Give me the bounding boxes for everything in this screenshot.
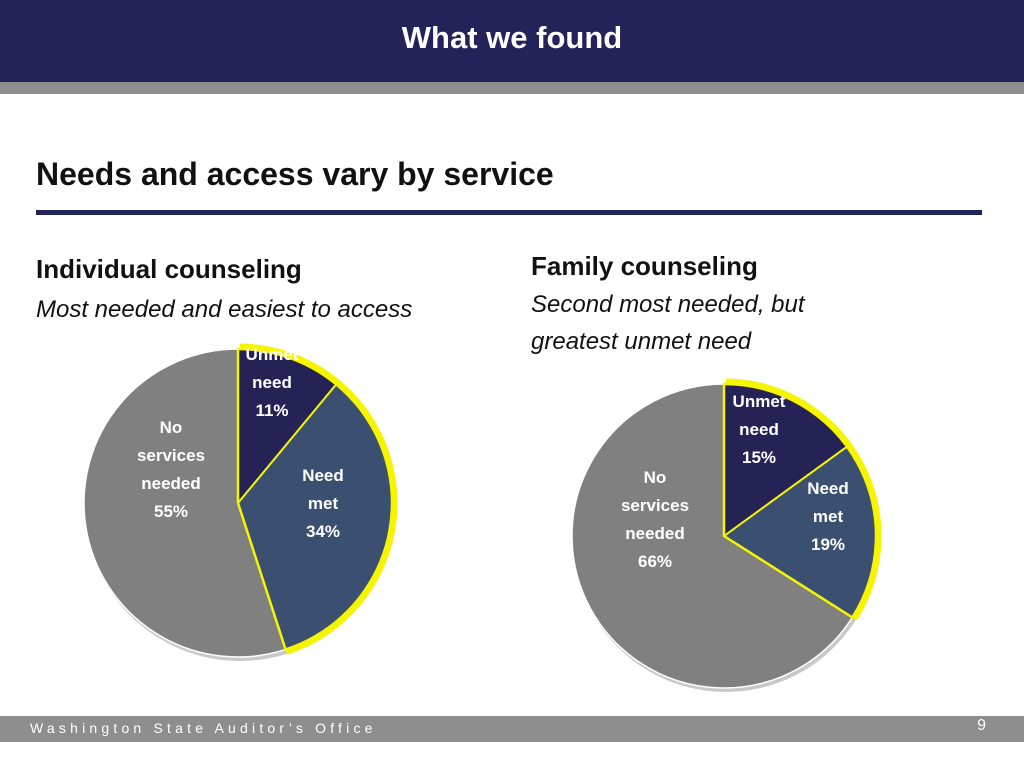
data-label-line: Need bbox=[807, 479, 849, 498]
data-label-line: met bbox=[813, 507, 844, 526]
title-bar bbox=[0, 0, 1024, 82]
data-label-no-services-needed: No services needed 66% bbox=[621, 468, 689, 571]
title-bar-stripe bbox=[0, 82, 1024, 94]
panel-subtitle-line: Second most needed, but bbox=[531, 291, 805, 318]
data-label-line: services bbox=[137, 446, 205, 465]
data-label-line: Need bbox=[302, 466, 344, 485]
panel-subtitle-line: Most needed and easiest to access bbox=[36, 296, 413, 323]
pie-slice-need-met bbox=[237, 383, 393, 651]
pie-slice-no-services-needed bbox=[571, 383, 854, 689]
data-label-line: met bbox=[308, 494, 339, 513]
pie-slice-need-met bbox=[722, 445, 877, 619]
highlight-rim bbox=[239, 343, 398, 655]
panel-subtitle-line: greatest unmet need bbox=[531, 328, 752, 355]
section-heading: Needs and access vary by service bbox=[36, 156, 554, 192]
pie-slice-unmet-need bbox=[723, 383, 849, 538]
data-label-line: 55% bbox=[154, 502, 188, 521]
data-label-line: 19% bbox=[811, 535, 845, 554]
page-number: 9 bbox=[977, 717, 986, 734]
data-label-line: Unmet bbox=[246, 345, 299, 364]
highlight-outline bbox=[236, 347, 394, 651]
data-label-line: need bbox=[739, 420, 779, 439]
data-label-line: No bbox=[160, 418, 183, 437]
pie-slice-no-services-needed bbox=[83, 348, 287, 658]
panel-title-family: Family counseling bbox=[531, 251, 758, 281]
data-label-need-met: Need met 19% bbox=[807, 479, 849, 554]
data-label-line: services bbox=[621, 496, 689, 515]
pie-shadow bbox=[85, 351, 395, 661]
data-label-line: needed bbox=[141, 474, 201, 493]
data-label-line: 15% bbox=[742, 448, 776, 467]
data-label-line: 34% bbox=[306, 522, 340, 541]
slide-title: What we found bbox=[401, 20, 623, 55]
data-label-unmet-need: Unmet need 11% bbox=[246, 345, 299, 420]
footer-bar: Washington State Auditor’s Office 9 bbox=[0, 716, 1024, 742]
highlight-divider bbox=[723, 445, 848, 537]
highlight-outline bbox=[722, 382, 878, 619]
pie-chart: Unmet need 11% Need met 34% No services needed 55… bbox=[83, 343, 398, 661]
panel-title-individual: Individual counseling bbox=[36, 254, 302, 284]
panel-subtitle-family: Second most needed, but greatest unmet n… bbox=[531, 286, 805, 360]
data-label-line: 66% bbox=[638, 552, 672, 571]
panel-subtitle-individual: Most needed and easiest to access bbox=[36, 291, 412, 328]
highlight-rim bbox=[725, 378, 882, 621]
data-label-line: Unmet bbox=[733, 392, 786, 411]
data-label-line: 11% bbox=[255, 401, 288, 420]
data-label-need-met: Need met 34% bbox=[302, 466, 344, 541]
pie-slice-unmet-need bbox=[237, 348, 338, 506]
pie-shadow bbox=[573, 386, 879, 692]
highlight-divider bbox=[237, 383, 337, 504]
data-label-line: No bbox=[644, 468, 667, 487]
data-label-unmet-need: Unmet need 15% bbox=[733, 392, 786, 467]
footer-text: Washington State Auditor’s Office bbox=[30, 720, 377, 736]
data-label-line: needed bbox=[625, 524, 685, 543]
heading-rule bbox=[36, 210, 982, 215]
data-label-line: need bbox=[252, 373, 292, 392]
pie-chart: Unmet need 15% Need met 19% No services needed 66… bbox=[571, 378, 882, 692]
data-label-no-services-needed: No services needed 55% bbox=[137, 418, 205, 521]
